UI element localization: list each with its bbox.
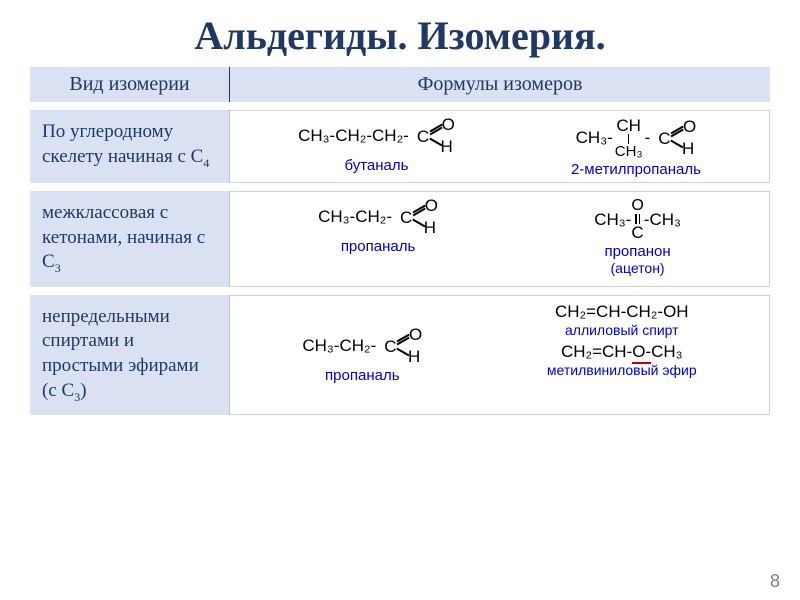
cho-group-icon: COH xyxy=(394,198,438,236)
label-text: непредельными спиртами и простыми эфирам… xyxy=(42,306,199,401)
row2-label: межклассовая с кетонами, начиная с С3 xyxy=(30,191,230,287)
header-col2: Формулы изомеров xyxy=(230,67,770,102)
row3-content: CH₃-CH₂- COH пропаналь CH₂=CH-CH₂-OH алл… xyxy=(230,295,770,415)
page-title: Альдегиды. Изомерия. xyxy=(0,0,800,67)
table-row: межклассовая с кетонами, начиная с С3 CH… xyxy=(30,191,770,287)
chain-text: CH₃- xyxy=(594,210,631,230)
table-row: По углеродному скелету начиная с С4 CH₃-… xyxy=(30,110,770,183)
ketone-c: C xyxy=(631,224,643,241)
chain-text: CH₃-CH₂- xyxy=(318,207,392,227)
branch-bottom: CH₃ xyxy=(615,144,643,159)
table-row: непредельными спиртами и простыми эфирам… xyxy=(30,295,770,415)
row2-content: CH₃-CH₂- COH пропаналь CH₃- O C -C xyxy=(230,191,770,287)
label-text: начиная с С xyxy=(103,146,203,167)
header-col1: Вид изомерии xyxy=(30,67,230,102)
formula-text: CH₃ xyxy=(651,342,682,361)
chain-text: CH₃-CH₂- xyxy=(302,336,376,356)
molecule-allyl-alcohol: CH₂=CH-CH₂-OH аллиловый спирт xyxy=(555,302,689,338)
chain-text: CH₃- xyxy=(576,128,613,148)
molecule-butanal: CH₃-CH₂-CH₂- COH бутаналь xyxy=(298,117,455,174)
molecule-stack: CH₂=CH-CH₂-OH аллиловый спирт CH₂=CH-O-C… xyxy=(547,302,697,378)
branch-top: CH xyxy=(616,117,641,134)
formula-text: CH₂=CH- xyxy=(561,342,632,361)
formula-text: CH₂=CH-CH₂-OH xyxy=(555,302,689,322)
molecule-name: 2-метилпропаналь xyxy=(571,161,701,178)
molecule-propanon: CH₃- O C -CH₃ пропанон (ацетон) xyxy=(594,198,681,276)
molecule-name: пропаналь xyxy=(302,367,422,384)
label-text: ) xyxy=(80,380,86,401)
chain-text: CH₃-CH₂-CH₂- xyxy=(298,126,409,146)
page-number: 8 xyxy=(770,571,780,592)
chain-text: - xyxy=(645,128,651,148)
molecule-name: пропаналь xyxy=(318,238,438,255)
row1-content: CH₃-CH₂-CH₂- COH бутаналь CH₃- CH CH₃ xyxy=(230,110,770,183)
molecule-name: бутаналь xyxy=(298,157,455,174)
cho-group-icon: COH xyxy=(411,117,455,155)
molecule-2methylpropanal: CH₃- CH CH₃ - COH 2-метилпропаналь xyxy=(571,117,701,178)
molecule-name: аллиловый спирт xyxy=(555,322,689,338)
molecule-propanal: CH₃-CH₂- COH пропаналь xyxy=(318,198,438,255)
cho-group-icon: COH xyxy=(378,327,422,365)
molecule-propanal: CH₃-CH₂- COH пропаналь xyxy=(302,327,422,384)
cho-group-icon: COH xyxy=(652,119,696,157)
row3-label: непредельными спиртами и простыми эфирам… xyxy=(30,295,230,415)
formula-underlined: O- xyxy=(632,342,651,364)
isomer-table: Вид изомерии Формулы изомеров По углерод… xyxy=(0,67,800,415)
label-sub: 3 xyxy=(55,261,61,275)
label-sub: 4 xyxy=(203,155,209,169)
molecule-name: метилвиниловый эфир xyxy=(547,362,697,378)
label-text: межклассовая xyxy=(42,202,155,223)
molecule-methylvinyl-ether: CH₂=CH-O-CH₃ метилвиниловый эфир xyxy=(547,342,697,378)
molecule-name-alt: (ацетон) xyxy=(594,260,681,276)
branch-group: CH CH₃ xyxy=(615,117,643,159)
molecule-name: пропанон xyxy=(594,243,681,260)
ketone-o: O xyxy=(631,198,643,214)
ketone-group: O C xyxy=(631,198,643,241)
table-header: Вид изомерии Формулы изомеров xyxy=(30,67,770,102)
row1-label: По углеродному скелету начиная с С4 xyxy=(30,110,230,183)
chain-text: -CH₃ xyxy=(644,210,681,230)
